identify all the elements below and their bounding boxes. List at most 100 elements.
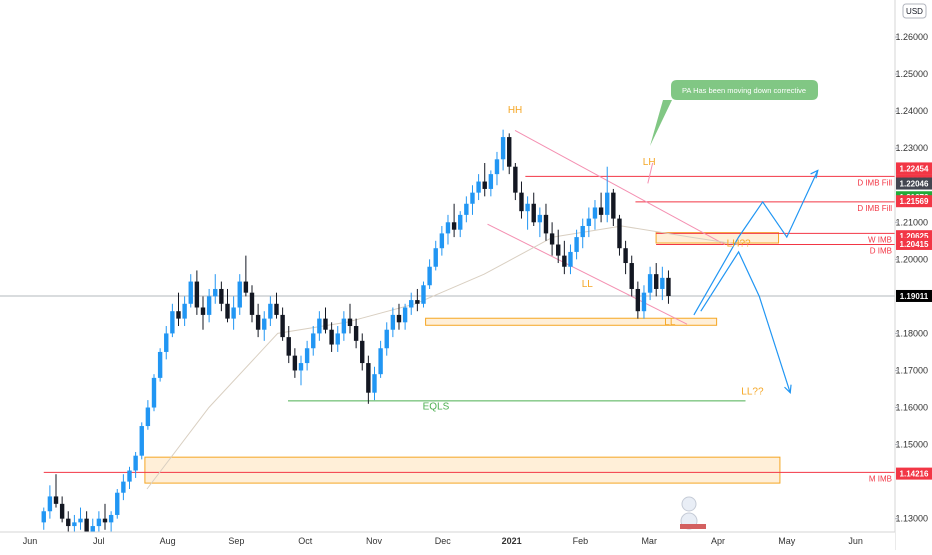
demand-zone xyxy=(425,317,718,326)
moving-average-line xyxy=(146,225,739,490)
candle-body xyxy=(41,511,46,523)
candles xyxy=(41,129,671,541)
x-tick-label: May xyxy=(778,536,796,546)
candle-body xyxy=(182,303,187,319)
bearish-arrowhead xyxy=(784,384,792,394)
lh-spike-line[interactable] xyxy=(647,162,654,184)
candle-body xyxy=(280,314,285,338)
time-axis[interactable]: Jun Jul Aug Sep Oct Nov Dec 2021 Feb Mar Apr May Jun xyxy=(0,531,895,550)
price-badge xyxy=(896,467,932,480)
annotation-label: LL xyxy=(664,317,676,328)
y-tick-label: 1.26000 xyxy=(895,32,928,42)
candle-body xyxy=(249,292,255,315)
candle-body xyxy=(274,303,279,315)
candle-body xyxy=(213,288,218,297)
candle-body xyxy=(568,251,573,267)
candle-body xyxy=(647,274,653,293)
candle-body xyxy=(164,333,169,352)
candle-body xyxy=(84,518,89,534)
candle-body xyxy=(507,137,512,167)
currency-button[interactable]: USD xyxy=(902,3,927,19)
level-label: W IMB xyxy=(868,235,892,244)
candle-body xyxy=(194,281,200,308)
annotation-label: LH?? xyxy=(727,238,751,249)
monthly-imbalance-zone xyxy=(144,456,781,484)
candle-body xyxy=(458,214,463,230)
candle-body xyxy=(145,407,151,427)
candle-body xyxy=(133,455,138,471)
y-tick-label: 1.24000 xyxy=(895,106,928,116)
candle-body xyxy=(53,496,59,504)
candle-body xyxy=(225,303,230,319)
candle-body xyxy=(311,333,316,349)
candle-body xyxy=(439,233,445,249)
channel-lower-line[interactable] xyxy=(487,223,688,325)
level-label: D IMB Fill xyxy=(857,178,892,187)
candle-body xyxy=(347,318,353,327)
y-tick-label: 1.15000 xyxy=(895,440,928,450)
candle-body xyxy=(286,337,291,356)
candle-body xyxy=(384,329,389,349)
candle-body xyxy=(237,281,242,308)
candle-body xyxy=(605,192,610,215)
channel-upper-line[interactable] xyxy=(514,129,726,245)
y-tick-label: 1.18000 xyxy=(895,328,928,338)
candle-body xyxy=(255,314,261,330)
candle-body xyxy=(433,248,438,267)
callout: PA Has been moving down corrective xyxy=(650,80,818,146)
candle-body xyxy=(353,326,359,341)
currency-label: USD xyxy=(906,7,923,16)
y-tick-label: 1.25000 xyxy=(895,69,928,79)
candle-body xyxy=(329,329,334,345)
candle-body xyxy=(139,426,144,456)
candle-body xyxy=(427,266,432,286)
bearish-projection-path[interactable] xyxy=(700,250,791,393)
y-tick-label: 1.21000 xyxy=(895,217,928,227)
candle-body xyxy=(341,318,347,334)
candle-body xyxy=(206,296,212,315)
y-tick-label: 1.23000 xyxy=(895,143,928,153)
candle-body xyxy=(317,318,322,334)
x-tick-label: Feb xyxy=(573,536,589,546)
candle-body xyxy=(623,248,628,264)
x-tick-label: Mar xyxy=(641,536,657,546)
zones xyxy=(144,232,781,484)
candle-body xyxy=(170,311,175,334)
price-badge xyxy=(896,162,932,175)
candle-body xyxy=(666,277,671,297)
candle-body xyxy=(243,281,249,293)
candle-body xyxy=(445,222,451,234)
x-tick-label: 2021 xyxy=(502,536,522,546)
callout-text: PA Has been moving down corrective xyxy=(682,86,806,95)
sticker-logos xyxy=(680,496,706,530)
candle-body xyxy=(108,514,114,523)
level-label: D IMB Fill xyxy=(857,204,892,213)
candle-body xyxy=(525,203,530,212)
candle-body xyxy=(580,225,585,238)
bullish-projection-path[interactable] xyxy=(693,170,819,316)
candle-body xyxy=(562,255,567,267)
price-badge xyxy=(896,195,932,208)
price-badge-label: 1.22454 xyxy=(900,164,929,173)
candle-body xyxy=(115,492,120,515)
candle-body xyxy=(543,214,549,234)
candle-body xyxy=(421,285,426,304)
candle-body xyxy=(219,288,224,304)
candle-body xyxy=(66,518,71,527)
projections xyxy=(693,169,819,394)
price-axis[interactable]: 1.26000 1.25000 1.24000 1.23000 1.21000 1.200… xyxy=(894,0,932,550)
candle-body xyxy=(372,374,377,393)
candle-body xyxy=(323,318,328,330)
candle-body xyxy=(47,496,53,512)
candle-body xyxy=(549,233,555,245)
candle-body xyxy=(464,203,469,215)
drawing-lines: D IMB Fill D IMB Fill W IMB D IMB M IMB xyxy=(0,129,895,490)
candle-body xyxy=(90,526,95,534)
weekly-imbalance-zone xyxy=(655,232,780,244)
candle-body xyxy=(360,340,365,364)
candle-body xyxy=(127,470,132,482)
price-badge xyxy=(896,237,932,250)
candle-body xyxy=(366,363,371,393)
candle-body xyxy=(574,237,579,252)
